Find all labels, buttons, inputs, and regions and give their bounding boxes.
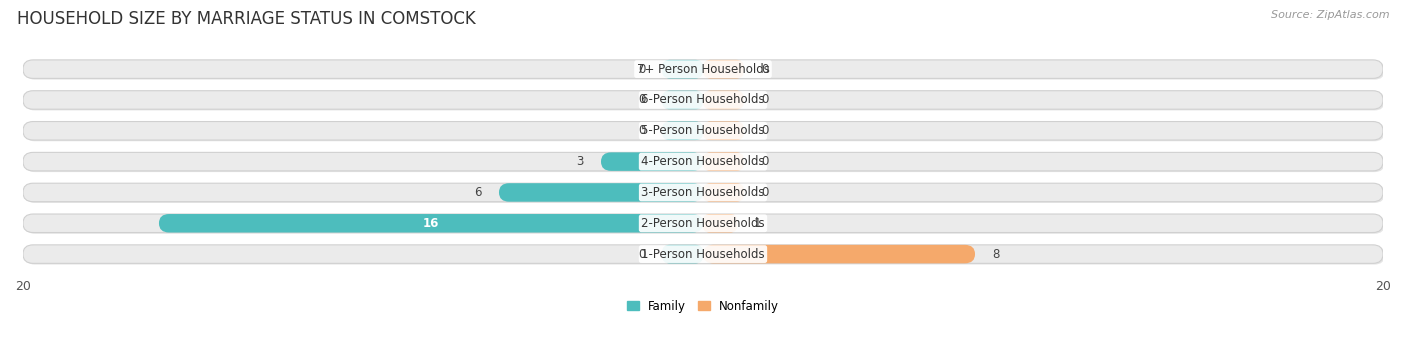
Text: 5-Person Households: 5-Person Households (641, 124, 765, 137)
FancyBboxPatch shape (25, 92, 1385, 110)
FancyBboxPatch shape (25, 123, 1385, 141)
FancyBboxPatch shape (22, 121, 1384, 140)
Text: 7+ Person Households: 7+ Person Households (637, 63, 769, 76)
Text: 0: 0 (638, 248, 645, 261)
Text: 16: 16 (423, 217, 439, 230)
FancyBboxPatch shape (25, 61, 1385, 79)
FancyBboxPatch shape (662, 60, 703, 78)
FancyBboxPatch shape (22, 245, 1384, 263)
Text: 0: 0 (761, 63, 768, 76)
FancyBboxPatch shape (703, 60, 744, 78)
Text: 0: 0 (761, 93, 768, 106)
FancyBboxPatch shape (662, 121, 703, 140)
FancyBboxPatch shape (703, 183, 744, 202)
Text: 8: 8 (993, 248, 1000, 261)
FancyBboxPatch shape (25, 153, 1385, 172)
FancyBboxPatch shape (703, 91, 744, 109)
Text: 0: 0 (761, 124, 768, 137)
FancyBboxPatch shape (159, 214, 703, 233)
FancyBboxPatch shape (22, 91, 1384, 109)
FancyBboxPatch shape (662, 91, 703, 109)
FancyBboxPatch shape (662, 245, 703, 263)
FancyBboxPatch shape (22, 152, 1384, 171)
FancyBboxPatch shape (25, 215, 1385, 234)
FancyBboxPatch shape (600, 152, 703, 171)
Text: 0: 0 (761, 186, 768, 199)
FancyBboxPatch shape (25, 184, 1385, 203)
Text: 0: 0 (761, 155, 768, 168)
FancyBboxPatch shape (703, 152, 744, 171)
FancyBboxPatch shape (703, 245, 974, 263)
Text: 3-Person Households: 3-Person Households (641, 186, 765, 199)
FancyBboxPatch shape (499, 183, 703, 202)
Text: 0: 0 (638, 63, 645, 76)
Text: 0: 0 (638, 93, 645, 106)
Text: Source: ZipAtlas.com: Source: ZipAtlas.com (1271, 10, 1389, 20)
FancyBboxPatch shape (703, 214, 737, 233)
Text: 1-Person Households: 1-Person Households (641, 248, 765, 261)
Text: HOUSEHOLD SIZE BY MARRIAGE STATUS IN COMSTOCK: HOUSEHOLD SIZE BY MARRIAGE STATUS IN COM… (17, 10, 475, 28)
FancyBboxPatch shape (703, 121, 744, 140)
Text: 0: 0 (638, 124, 645, 137)
FancyBboxPatch shape (22, 60, 1384, 78)
FancyBboxPatch shape (22, 214, 1384, 233)
Text: 6-Person Households: 6-Person Households (641, 93, 765, 106)
Text: 3: 3 (576, 155, 583, 168)
FancyBboxPatch shape (22, 183, 1384, 202)
Text: 6: 6 (474, 186, 482, 199)
Text: 4-Person Households: 4-Person Households (641, 155, 765, 168)
Text: 1: 1 (754, 217, 762, 230)
FancyBboxPatch shape (25, 246, 1385, 265)
Text: 2-Person Households: 2-Person Households (641, 217, 765, 230)
Legend: Family, Nonfamily: Family, Nonfamily (621, 295, 785, 318)
